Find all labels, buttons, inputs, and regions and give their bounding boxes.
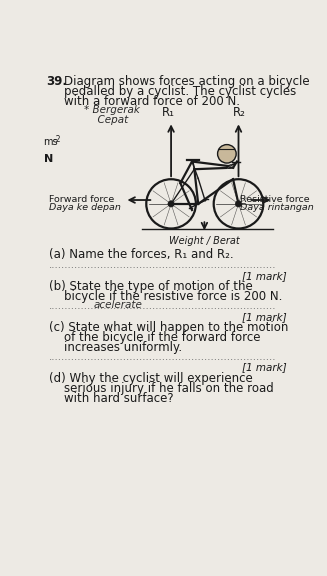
Text: bicycle if the resistive force is 200 N.: bicycle if the resistive force is 200 N. <box>49 290 282 303</box>
Text: Daya rintangan: Daya rintangan <box>240 203 314 212</box>
Text: serious injury if he falls on the road: serious injury if he falls on the road <box>49 382 273 395</box>
Text: ......................................................................: ........................................… <box>49 301 276 311</box>
Circle shape <box>235 201 242 207</box>
Text: (c) State what will happen to the motion: (c) State what will happen to the motion <box>49 321 288 334</box>
Text: (d) Why the cyclist will experience: (d) Why the cyclist will experience <box>49 372 252 385</box>
Text: R₂: R₂ <box>233 106 246 119</box>
Text: of the bicycle if the forward force: of the bicycle if the forward force <box>49 331 260 344</box>
Text: with a forward force of 200 N.: with a forward force of 200 N. <box>64 94 240 108</box>
Text: Cepat: Cepat <box>91 115 129 126</box>
Text: (b) State the type of motion of the: (b) State the type of motion of the <box>49 280 252 293</box>
Text: [1 mark]: [1 mark] <box>242 362 286 373</box>
Text: Weight / Berat: Weight / Berat <box>169 236 240 246</box>
Text: 39.: 39. <box>46 74 67 88</box>
Text: [1 mark]: [1 mark] <box>242 271 286 281</box>
Text: [1 mark]: [1 mark] <box>242 312 286 321</box>
Text: with hard surface?: with hard surface? <box>49 392 173 405</box>
Text: Diagram shows forces acting on a bicycle: Diagram shows forces acting on a bicycle <box>64 74 310 88</box>
Text: pedalled by a cyclist. The cyclist cycles: pedalled by a cyclist. The cyclist cycle… <box>64 85 296 97</box>
Text: Forward force: Forward force <box>49 195 114 204</box>
Text: ......................................................................: ........................................… <box>49 260 276 270</box>
Text: increases uniformly.: increases uniformly. <box>49 341 182 354</box>
Text: Daya ke depan: Daya ke depan <box>49 203 121 212</box>
Text: ......................................................................: ........................................… <box>49 352 276 362</box>
Text: acelerate: acelerate <box>94 300 143 310</box>
Text: (a) Name the forces, R₁ and R₂.: (a) Name the forces, R₁ and R₂. <box>49 248 233 261</box>
Text: -2: -2 <box>53 135 61 143</box>
Circle shape <box>217 145 236 163</box>
Text: R₁: R₁ <box>162 106 175 119</box>
Text: * Bergerak: * Bergerak <box>83 105 139 115</box>
Text: N: N <box>44 154 53 164</box>
Text: Resistive force: Resistive force <box>240 195 310 204</box>
Circle shape <box>168 201 174 207</box>
Text: ms: ms <box>43 137 58 147</box>
